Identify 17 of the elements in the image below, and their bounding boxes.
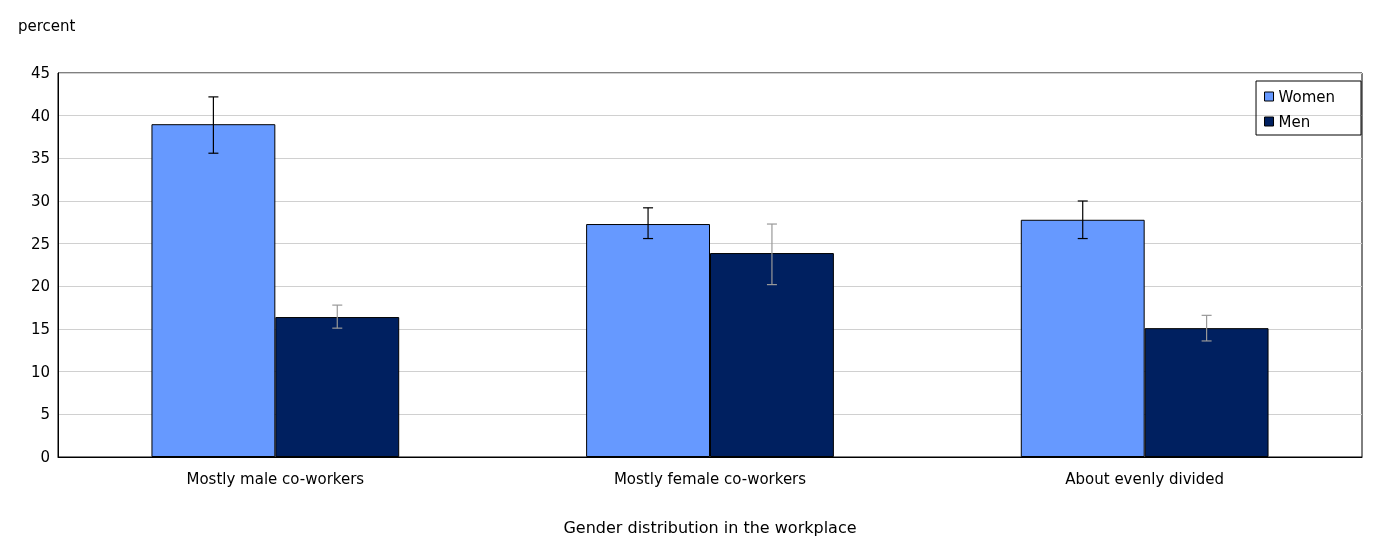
y-tick-label: 10 bbox=[30, 362, 50, 381]
legend-label: Men bbox=[1278, 112, 1311, 131]
y-tick-label: 45 bbox=[30, 64, 50, 82]
y-tick-label: 40 bbox=[30, 106, 50, 125]
y-tick-label: 30 bbox=[30, 192, 50, 210]
x-tick-label: About evenly divided bbox=[1065, 469, 1225, 488]
y-axis-title: percent bbox=[18, 16, 76, 35]
legend-label: Women bbox=[1278, 87, 1336, 106]
x-axis-title: Gender distribution in the workplace bbox=[563, 517, 857, 537]
y-tick-label: 0 bbox=[40, 448, 50, 466]
y-tick-label: 15 bbox=[30, 320, 50, 338]
y-tick-label: 20 bbox=[30, 277, 50, 296]
y-tick-label: 35 bbox=[30, 149, 50, 168]
x-tick-label: Mostly female co-workers bbox=[613, 469, 807, 488]
x-tick-label: Mostly male co-workers bbox=[186, 469, 365, 488]
y-tick-label: 5 bbox=[40, 405, 50, 424]
y-tick-label: 25 bbox=[30, 234, 50, 253]
